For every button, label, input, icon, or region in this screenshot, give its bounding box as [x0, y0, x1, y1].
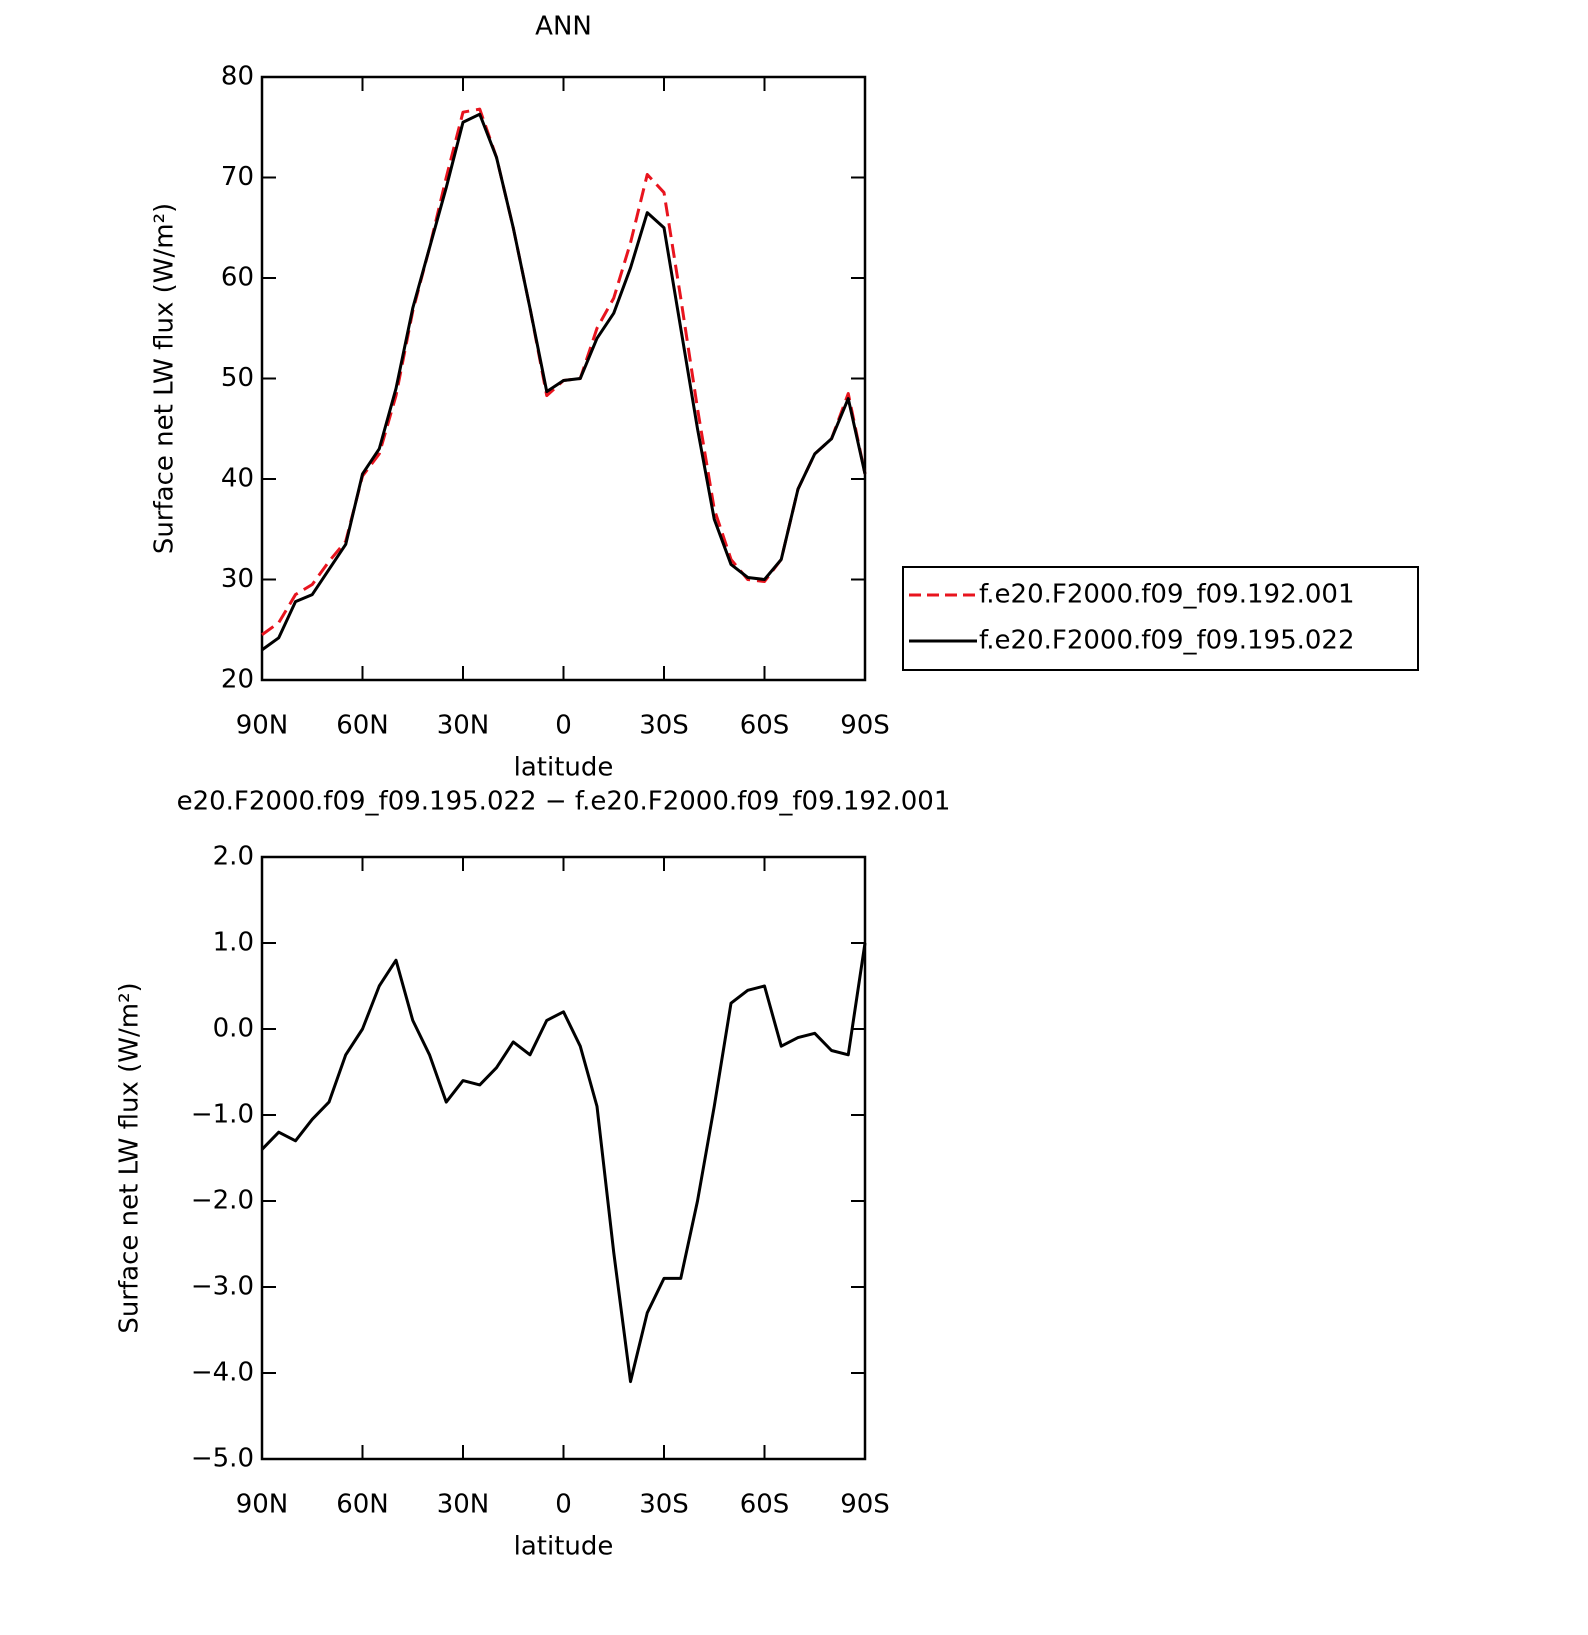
y-tick-label: −4.0 [191, 1358, 254, 1388]
y-tick-label: 60 [221, 263, 254, 293]
x-axis-label: latitude [514, 1532, 614, 1562]
plot-frame [260, 855, 867, 1461]
y-tick-label: −1.0 [191, 1100, 254, 1130]
x-tick-label: 60S [740, 711, 790, 741]
x-tick-label: 30S [639, 711, 689, 741]
legend-box [902, 566, 1419, 671]
y-tick-label: 50 [221, 363, 254, 393]
x-tick-label: 90N [236, 1490, 289, 1520]
x-axis-label: latitude [514, 753, 614, 783]
y-tick-label: 30 [221, 564, 254, 594]
x-tick-label: 90N [236, 711, 289, 741]
series-line [261, 107, 867, 636]
x-tick-label: 30N [437, 1490, 490, 1520]
chart-title: e20.F2000.f09_f09.195.022 − f.e20.F2000.… [177, 787, 951, 817]
y-tick-label: 70 [221, 162, 254, 192]
legend-label: f.e20.F2000.f09_f09.192.001 [979, 580, 1355, 610]
x-tick-label: 90S [840, 711, 890, 741]
y-tick-label: −3.0 [191, 1272, 254, 1302]
y-tick-label: 80 [221, 62, 254, 92]
x-tick-label: 60N [336, 711, 389, 741]
series-line [261, 112, 867, 652]
y-tick-label: 40 [221, 464, 254, 494]
y-tick-label: −2.0 [191, 1186, 254, 1216]
y-tick-label: 20 [221, 665, 254, 695]
series-line [260, 942, 867, 1384]
x-tick-label: 30S [639, 1490, 689, 1520]
x-tick-label: 60S [740, 1490, 790, 1520]
y-tick-label: −5.0 [191, 1444, 254, 1474]
x-tick-label: 90S [840, 1490, 890, 1520]
y-tick-label: 1.0 [213, 928, 254, 958]
x-tick-label: 0 [555, 1490, 572, 1520]
y-axis-label: Surface net LW flux (W/m²) [150, 203, 180, 554]
y-tick-label: 2.0 [213, 842, 254, 872]
y-axis-label: Surface net LW flux (W/m²) [115, 982, 145, 1333]
chart-title: ANN [535, 12, 592, 42]
x-tick-label: 0 [555, 711, 572, 741]
plot-frame [260, 75, 867, 682]
x-tick-label: 60N [336, 1490, 389, 1520]
y-tick-label: 0.0 [213, 1014, 254, 1044]
x-tick-label: 30N [437, 711, 490, 741]
legend-label: f.e20.F2000.f09_f09.195.022 [979, 626, 1355, 656]
